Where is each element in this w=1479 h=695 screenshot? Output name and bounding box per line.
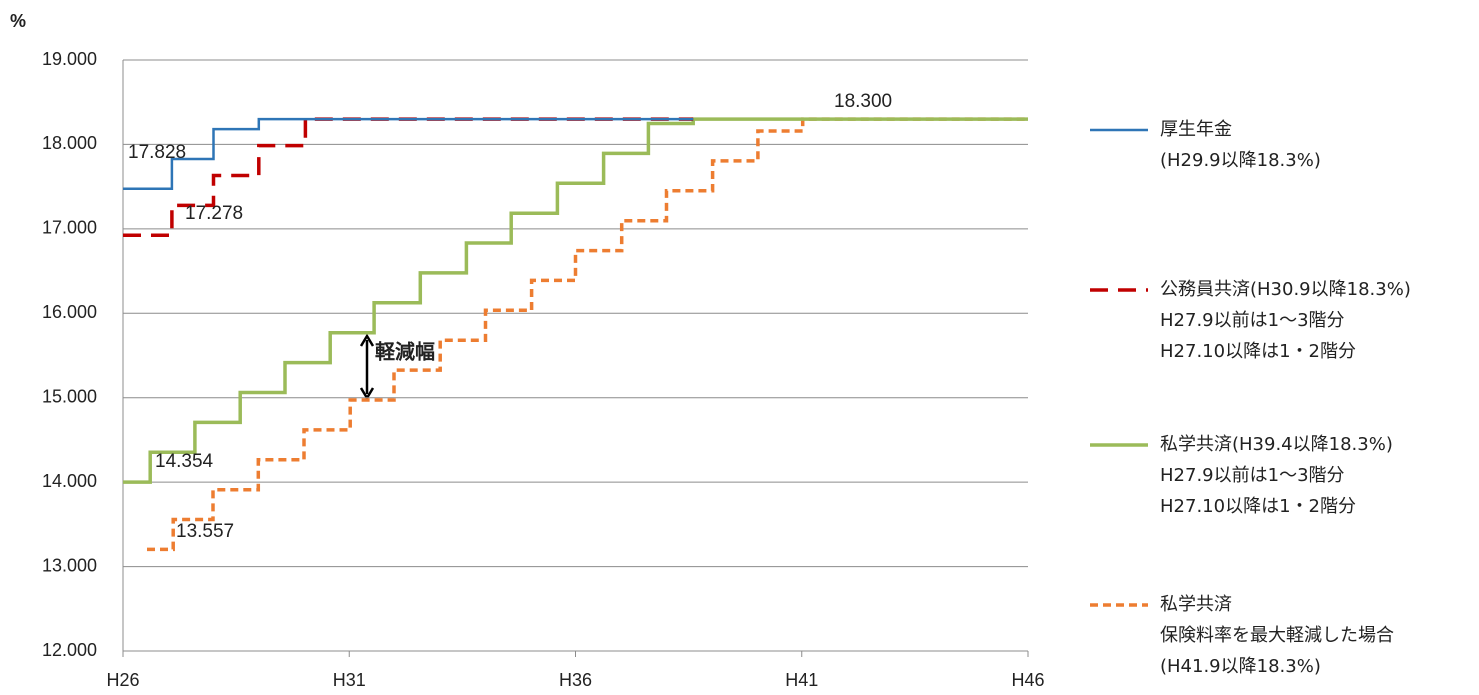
annotation: 18.300 [834,91,892,112]
x-tick-label: H36 [559,670,592,690]
y-tick-label: 17.000 [42,218,97,238]
series-line [147,117,1028,552]
annotation: 14.354 [155,451,214,472]
legend-note: 保険料率を最大軽減した場合 [1160,625,1394,646]
x-tick-label: H26 [106,670,139,690]
series-line [123,117,1028,484]
legend-note: (H41.9以降18.3%) [1160,656,1321,677]
annotation: 17.828 [128,142,186,163]
x-tick-label: H41 [785,670,818,690]
y-tick-label: 14.000 [42,471,97,491]
annotation: 13.557 [176,521,234,542]
series-line [123,117,694,191]
y-tick-label: 13.000 [42,555,97,575]
unit-label: % [10,11,26,31]
series-line [123,117,694,238]
legend-label: 公務員共済(H30.9以降18.3%) [1160,279,1411,300]
y-tick-label: 16.000 [42,302,97,322]
y-tick-label: 18.000 [42,133,97,153]
y-tick-label: 15.000 [42,386,97,406]
legend-label: 私学共済(H39.4以降18.3%) [1160,434,1393,455]
legend-note: H27.10以降は1・2階分 [1160,341,1356,362]
legend-label: 厚生年金 [1160,119,1232,140]
legend-note: (H29.9以降18.3%) [1160,150,1321,171]
y-tick-label: 19.000 [42,49,97,69]
legend-label: 私学共済 [1160,594,1232,615]
legend-note: H27.9以前は1～3階分 [1160,310,1345,331]
x-tick-label: H31 [333,670,366,690]
legend-note: H27.10以降は1・2階分 [1160,496,1356,517]
annotation: 17.278 [185,203,243,224]
arrow-label: 軽減幅 [375,340,435,364]
y-tick-label: 12.000 [42,640,97,660]
legend-note: H27.9以前は1～3階分 [1160,465,1345,486]
x-tick-label: H46 [1011,670,1044,690]
